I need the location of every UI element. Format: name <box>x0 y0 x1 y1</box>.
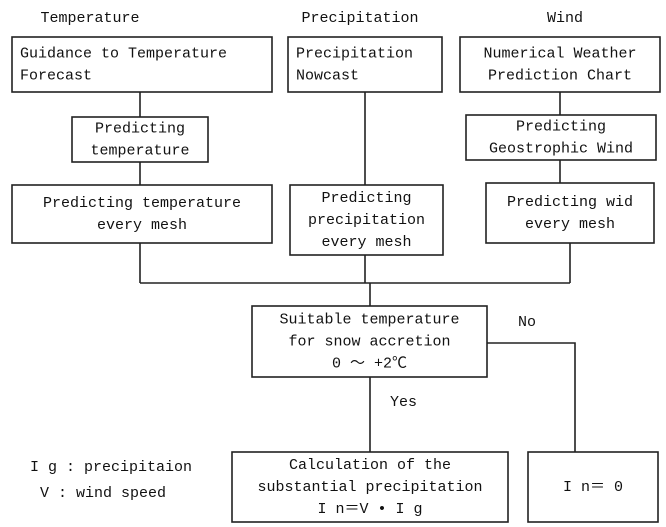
box-label: I n＝V • I g <box>317 501 422 518</box>
box-label: every mesh <box>97 217 187 234</box>
box-label: for snow accretion <box>288 333 450 350</box>
box-label: Predicting <box>95 120 185 137</box>
box-label: Nowcast <box>296 67 359 84</box>
column-header: Wind <box>547 10 583 27</box>
box-label: Predicting <box>516 118 606 135</box>
box-label: Predicting wid <box>507 194 633 211</box>
box-label: Suitable temperature <box>279 311 459 328</box>
box-label: Numerical Weather <box>483 45 636 62</box>
boxes: Guidance to Temperature Forecast Precipita… <box>11 36 661 523</box>
box-label: every mesh <box>321 234 411 251</box>
column-header: Precipitation <box>301 10 418 27</box>
box-label: I n＝ 0 <box>563 479 623 496</box>
process-box <box>71 116 209 163</box>
box-label: Guidance to Temperature <box>20 45 227 62</box>
box-label: temperature <box>90 142 189 159</box>
box-label: Prediction Chart <box>488 67 632 84</box>
process-box <box>11 184 273 244</box>
box-label: Predicting temperature <box>43 195 241 212</box>
box-label: every mesh <box>525 216 615 233</box>
box-label: substantial precipitation <box>257 479 482 496</box>
process-box <box>527 451 659 523</box>
connectors <box>139 92 576 452</box>
process-box <box>289 184 444 256</box>
process-box <box>231 451 509 523</box>
box-label: Precipitation <box>296 45 413 62</box>
edge-label: Yes <box>390 394 417 411</box>
box-label: Geostrophic Wind <box>489 140 633 157</box>
box-label: Calculation of the <box>289 457 451 474</box>
column-header: Temperature <box>40 10 139 27</box>
process-box <box>485 182 655 244</box>
process-box <box>465 114 657 161</box>
process-box <box>251 305 488 378</box>
process-box <box>287 36 443 93</box>
process-box <box>459 36 661 93</box>
box-label: Forecast <box>20 67 92 84</box>
legend-item: V : wind speed <box>40 485 166 502</box>
legend-item: I g : precipitaion <box>30 459 192 476</box>
box-label: 0 ～ +2℃ <box>332 355 407 372</box>
edge-label: No <box>518 314 536 331</box>
box-label: precipitation <box>308 212 425 229</box>
box-label: Predicting <box>321 190 411 207</box>
process-box <box>11 36 273 93</box>
connector <box>487 342 576 452</box>
